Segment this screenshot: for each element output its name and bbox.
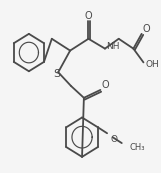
Text: NH: NH xyxy=(106,42,119,51)
Text: O: O xyxy=(111,135,118,144)
Text: O: O xyxy=(142,24,150,34)
Text: OH: OH xyxy=(145,60,159,69)
Text: O: O xyxy=(101,80,109,90)
Text: O: O xyxy=(85,11,92,21)
Text: S: S xyxy=(54,69,61,79)
Text: CH₃: CH₃ xyxy=(129,143,145,152)
